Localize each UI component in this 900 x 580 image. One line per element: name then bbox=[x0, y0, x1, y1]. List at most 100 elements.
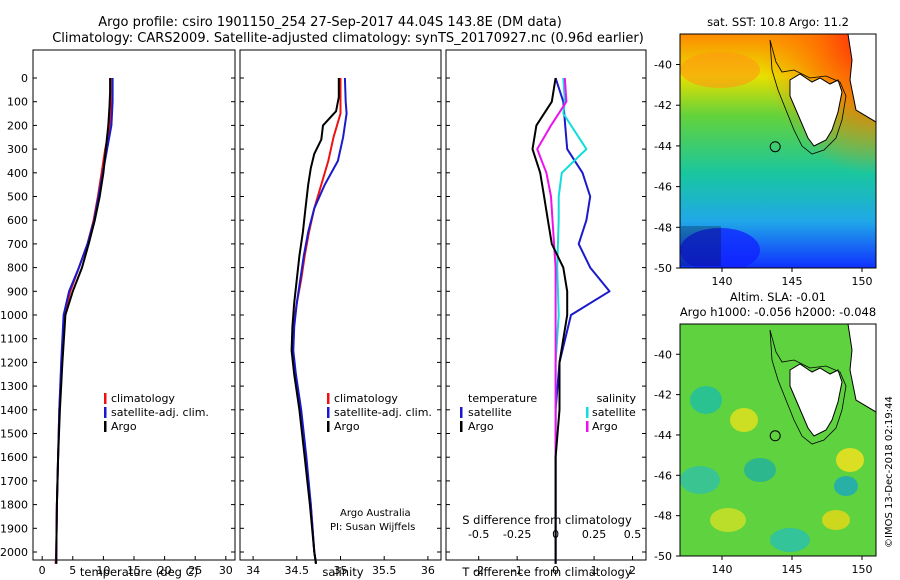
x-tick-label: 25 bbox=[188, 564, 202, 577]
secondary-x-tick-label: -0.25 bbox=[503, 528, 531, 541]
satellite-adj-clim-line bbox=[292, 77, 348, 564]
x-tick-label: 36 bbox=[421, 564, 435, 577]
x-tick-label: -2 bbox=[473, 564, 484, 577]
panel-frame bbox=[32, 49, 236, 561]
depth-tick-label: 2000 bbox=[0, 546, 28, 559]
depth-tick-label: 400 bbox=[7, 167, 28, 180]
sst-map-ticks: -40 -42 -44 -46 -48 -50 140 145 150 bbox=[654, 59, 872, 288]
x-tick-label: 30 bbox=[219, 564, 233, 577]
map-y-tick-label: -48 bbox=[654, 510, 672, 523]
legend-label: Argo bbox=[468, 420, 494, 433]
sst-missing-data bbox=[681, 226, 721, 266]
x-tick-label: -1 bbox=[512, 564, 523, 577]
sla-map-subtitle: Argo h1000: -0.056 h2000: -0.048 bbox=[680, 305, 876, 319]
map-y-tick-label: -40 bbox=[654, 348, 672, 361]
x-tick-label: 5 bbox=[69, 564, 76, 577]
salinity-satellite-diff-line bbox=[554, 77, 588, 564]
depth-tick-label: 100 bbox=[7, 96, 28, 109]
map-y-tick-label: -46 bbox=[654, 181, 672, 194]
depth-tick-label: 1100 bbox=[0, 333, 28, 346]
sla-map-title: Altim. SLA: -0.01 bbox=[730, 290, 826, 304]
salinity-xlabel: salinity bbox=[322, 565, 363, 579]
t-difference-xlabel: T difference from climatology bbox=[461, 565, 632, 579]
legend-label: satellite-adj. clim. bbox=[334, 406, 432, 419]
map-y-tick-label: -42 bbox=[654, 99, 672, 112]
legend-label: Argo bbox=[334, 420, 360, 433]
sla-low-2 bbox=[680, 466, 720, 494]
title-line-1: Argo profile: csiro 1901150_254 27-Sep-2… bbox=[98, 15, 562, 30]
depth-tick-label: 1600 bbox=[0, 451, 28, 464]
secondary-x-tick-label: 0 bbox=[552, 528, 559, 541]
map-x-tick-label: 150 bbox=[852, 275, 873, 288]
map-y-tick-label: -40 bbox=[654, 59, 672, 72]
map-y-tick-label: -48 bbox=[654, 221, 672, 234]
argo-location-marker bbox=[769, 141, 781, 153]
sla-map-ticks: -40 -42 -44 -46 -48 -50 140 145 150 bbox=[654, 348, 872, 576]
argo-location-marker-2 bbox=[769, 430, 781, 442]
sst-map-title: sat. SST: 10.8 Argo: 11.2 bbox=[707, 15, 849, 29]
sst-warm-patch bbox=[680, 52, 760, 88]
sla-map-frame bbox=[679, 323, 877, 557]
tasmania-landmass bbox=[789, 73, 843, 147]
sla-low-5 bbox=[770, 528, 810, 552]
sla-high-4 bbox=[822, 510, 850, 530]
panel-frame bbox=[239, 49, 442, 561]
legend-swatch bbox=[104, 393, 107, 404]
x-tick-label: 35.5 bbox=[372, 564, 397, 577]
sla-high-3 bbox=[710, 508, 746, 532]
legend-swatch bbox=[586, 407, 589, 418]
sla-low-3 bbox=[744, 458, 776, 482]
map-y-tick-label: -46 bbox=[654, 469, 672, 482]
legend-swatch bbox=[460, 407, 463, 418]
mainland-landmass-2 bbox=[847, 324, 876, 413]
legend-swatch bbox=[104, 421, 107, 432]
legend-label: satellite bbox=[592, 406, 636, 419]
secondary-x-tick-label: 0.5 bbox=[624, 528, 642, 541]
legend-swatch bbox=[586, 421, 589, 432]
map-y-tick-label: -44 bbox=[654, 140, 672, 153]
annotation-line-2: PI: Susan Wijffels bbox=[330, 522, 415, 533]
sst-map-frame bbox=[679, 33, 877, 269]
depth-tick-label: 1300 bbox=[0, 380, 28, 393]
imos-credit: ©IMOS 13-Dec-2018 02:19:44 bbox=[884, 396, 895, 548]
legend-label: climatology bbox=[334, 392, 398, 405]
sla-high-2 bbox=[836, 448, 864, 472]
legend-label: climatology bbox=[111, 392, 175, 405]
legend-swatch bbox=[460, 421, 463, 432]
sst-cold-patch bbox=[680, 228, 760, 268]
salinity-panel: 34 34.5 35 35.5 36 climatologysatellite-adj. … bbox=[239, 49, 442, 577]
mainland-landmass bbox=[847, 34, 876, 123]
legend-swatch bbox=[327, 407, 330, 418]
legend-label: satellite-adj. clim. bbox=[111, 406, 209, 419]
x-tick-label: 0 bbox=[39, 564, 46, 577]
legend-label: satellite bbox=[468, 406, 512, 419]
x-tick-label: 0 bbox=[552, 564, 559, 577]
salinity-argo-diff-line bbox=[536, 77, 568, 564]
x-tick-label: 34.5 bbox=[285, 564, 310, 577]
legend-label: Argo bbox=[592, 420, 618, 433]
depth-tick-label: 1200 bbox=[0, 356, 28, 369]
map-x-tick-label: 145 bbox=[782, 275, 803, 288]
map-y-tick-label: -42 bbox=[654, 389, 672, 402]
tasmania-landmass-2 bbox=[789, 363, 843, 437]
depth-tick-label: 200 bbox=[7, 119, 28, 132]
title-line-2: Climatology: CARS2009. Satellite-adjuste… bbox=[52, 31, 644, 46]
depth-tick-label: 900 bbox=[7, 285, 28, 298]
sla-bathymetry-contour bbox=[769, 329, 847, 445]
temperature-satellite-diff-line bbox=[554, 77, 611, 564]
map-y-tick-label: -50 bbox=[654, 262, 672, 275]
x-tick-label: 10 bbox=[96, 564, 110, 577]
secondary-x-tick-label: -0.5 bbox=[468, 528, 489, 541]
s-difference-xlabel: S difference from climatology bbox=[462, 513, 632, 527]
temperature-xlabel: temperature (deg C) bbox=[80, 565, 198, 579]
sst-map bbox=[680, 34, 876, 268]
depth-tick-label: 1000 bbox=[0, 309, 28, 322]
map-x-tick-label: 145 bbox=[782, 563, 803, 576]
legend-swatch bbox=[104, 407, 107, 418]
legend-label: Argo bbox=[111, 420, 137, 433]
depth-tick-label: 600 bbox=[7, 214, 28, 227]
panel-frame bbox=[445, 49, 647, 561]
depth-tick-label: 1800 bbox=[0, 499, 28, 512]
